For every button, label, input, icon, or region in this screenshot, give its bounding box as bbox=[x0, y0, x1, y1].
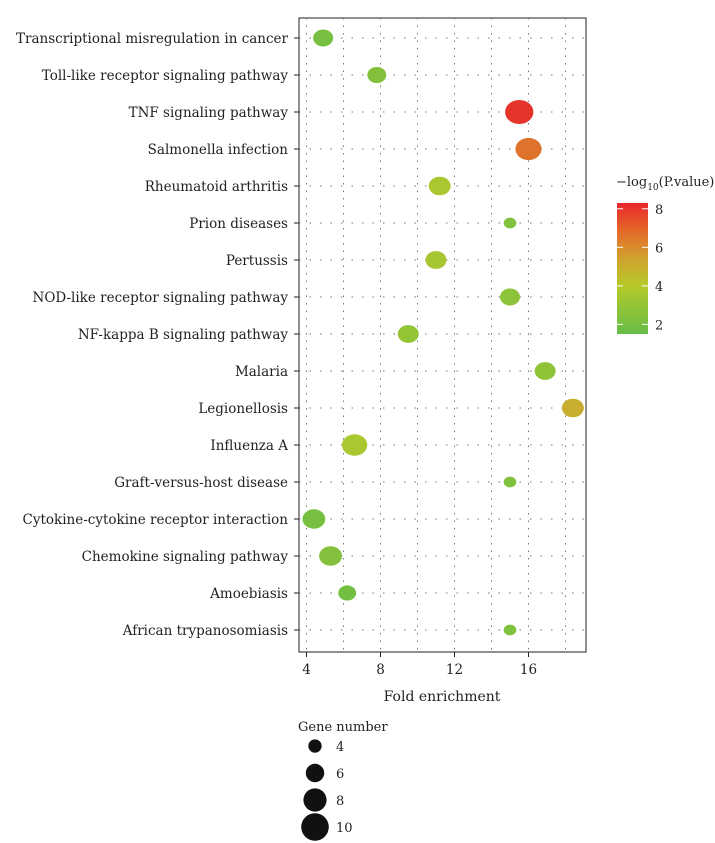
y-tick-label: Graft-versus-host disease bbox=[114, 475, 288, 491]
y-tick-label: NOD-like receptor signaling pathway bbox=[33, 290, 289, 306]
data-point bbox=[505, 99, 534, 125]
size-legend-dot bbox=[305, 763, 325, 783]
size-legend-label: 4 bbox=[336, 740, 344, 755]
y-tick-label: Toll-like receptor signaling pathway bbox=[42, 68, 289, 84]
color-legend-title-sub: 10 bbox=[647, 183, 659, 193]
data-point bbox=[503, 217, 517, 229]
data-point bbox=[425, 251, 447, 269]
data-point bbox=[397, 325, 419, 343]
color-legend-tick-label: 8 bbox=[655, 203, 663, 218]
y-tick-label: Chemokine signaling pathway bbox=[82, 549, 289, 565]
data-point bbox=[428, 176, 451, 196]
plot-panel bbox=[298, 17, 587, 653]
data-point bbox=[503, 476, 517, 488]
y-tick-label: Influenza A bbox=[210, 438, 288, 454]
color-legend-title-main: −log bbox=[616, 175, 647, 190]
data-point bbox=[341, 434, 368, 456]
data-point bbox=[515, 137, 542, 161]
y-tick-label: Prion diseases bbox=[189, 216, 288, 232]
data-point bbox=[313, 29, 334, 47]
grid-lines bbox=[299, 18, 586, 652]
y-tick-label: Malaria bbox=[235, 364, 288, 380]
size-legend-dot bbox=[308, 739, 322, 753]
size-legend: Gene number 4 6 8 10 bbox=[298, 720, 388, 841]
x-axis: 4 8 12 16 bbox=[302, 652, 537, 678]
y-tick-label: Salmonella infection bbox=[148, 142, 289, 158]
data-point bbox=[319, 546, 342, 566]
size-legend-dot bbox=[303, 788, 327, 812]
data-point bbox=[534, 362, 556, 380]
x-tick-label: 16 bbox=[520, 662, 537, 678]
color-legend-title: −log10(P.value) bbox=[616, 175, 714, 193]
x-tick-label: 4 bbox=[302, 662, 311, 678]
data-point bbox=[561, 398, 584, 418]
size-legend-label: 10 bbox=[336, 821, 353, 836]
x-axis-title: Fold enrichment bbox=[384, 689, 501, 705]
y-tick-label: African trypanosomiasis bbox=[122, 623, 288, 639]
size-legend-title: Gene number bbox=[298, 720, 388, 735]
y-tick-label: Pertussis bbox=[226, 253, 288, 269]
y-tick-label: Rheumatoid arthritis bbox=[145, 179, 288, 195]
size-legend-dot bbox=[301, 813, 329, 841]
y-tick-label: Cytokine-cytokine receptor interaction bbox=[23, 512, 289, 528]
y-tick-label: TNF signaling pathway bbox=[129, 105, 289, 121]
color-legend-title-suffix: (P.value) bbox=[659, 175, 715, 190]
color-legend-tick-label: 4 bbox=[655, 280, 663, 295]
data-point bbox=[503, 624, 517, 636]
data-points bbox=[302, 29, 584, 636]
color-legend: −log10(P.value) 2 4 6 8 bbox=[616, 175, 714, 334]
data-point bbox=[499, 288, 521, 306]
size-legend-label: 6 bbox=[336, 767, 344, 782]
y-tick-label: NF-kappa B signaling pathway bbox=[78, 327, 289, 343]
x-tick-label: 8 bbox=[376, 662, 385, 678]
data-point bbox=[338, 585, 357, 601]
color-legend-tick-label: 2 bbox=[655, 318, 663, 333]
color-legend-tick-label: 6 bbox=[655, 241, 663, 256]
y-axis-labels: Transcriptional misregulation in cancer T… bbox=[16, 31, 299, 639]
size-legend-label: 8 bbox=[336, 794, 344, 809]
x-tick-label: 12 bbox=[446, 662, 463, 678]
y-tick-label: Transcriptional misregulation in cancer bbox=[16, 31, 289, 47]
y-tick-label: Legionellosis bbox=[198, 401, 288, 417]
y-tick-label: Amoebiasis bbox=[209, 586, 288, 602]
data-point bbox=[302, 509, 326, 529]
data-point bbox=[367, 66, 387, 84]
color-legend-bar bbox=[617, 203, 648, 334]
